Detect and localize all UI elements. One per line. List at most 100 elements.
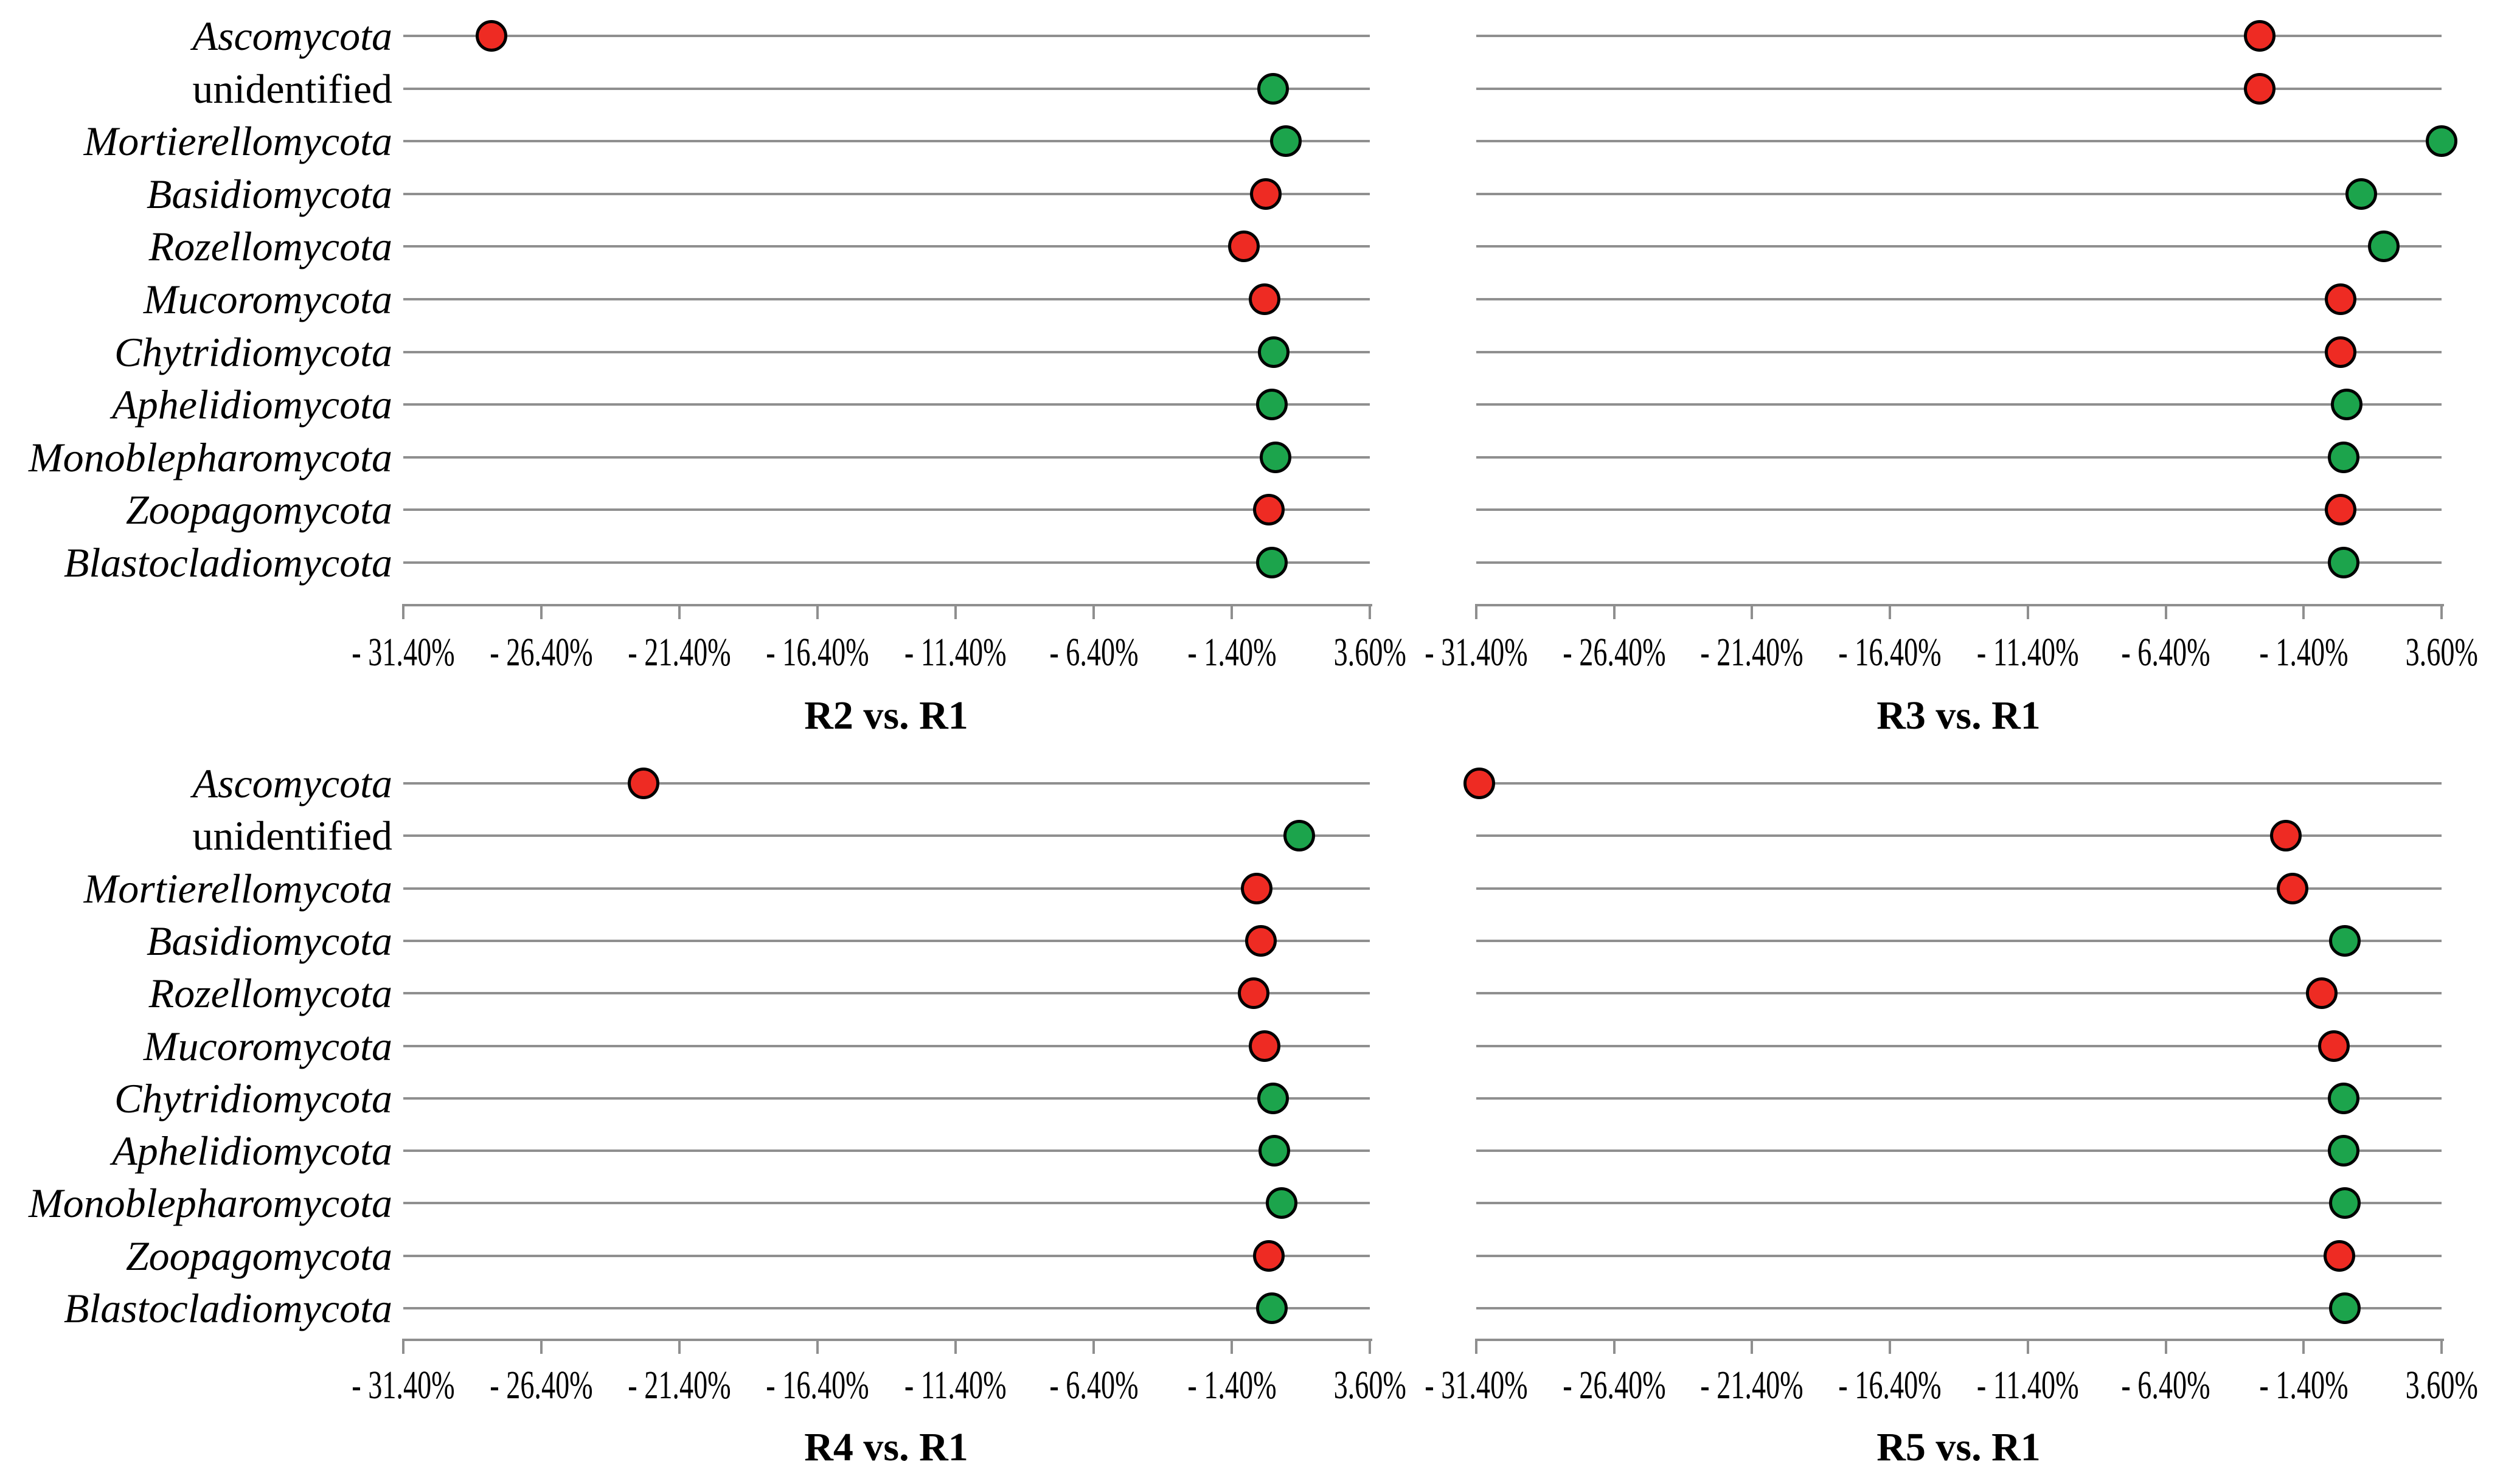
data-point-decrease bbox=[2318, 1030, 2350, 1062]
x-axis-tick-label-text: - 1.40% bbox=[1187, 630, 1277, 674]
x-axis-tick-label: - 21.40% bbox=[1661, 628, 1843, 677]
x-axis-tick-label: - 31.40% bbox=[312, 628, 495, 677]
x-axis-tick-label-text: - 21.40% bbox=[628, 1363, 731, 1407]
data-point-decrease bbox=[1248, 283, 1280, 315]
row-gridline bbox=[1476, 192, 2442, 195]
x-axis-tick-label-text: - 31.40% bbox=[1425, 1363, 1528, 1407]
x-axis-tick bbox=[2302, 604, 2305, 619]
row-gridline bbox=[403, 1097, 1370, 1100]
data-point-decrease bbox=[1253, 494, 1285, 526]
x-axis-tick-label-text: - 6.40% bbox=[2121, 1363, 2210, 1407]
category-label: Rozellomycota bbox=[148, 223, 392, 270]
panel-title: R5 vs. R1 bbox=[1876, 1425, 2041, 1469]
row-gridline bbox=[403, 834, 1370, 837]
row-gridline bbox=[1476, 561, 2442, 564]
x-axis-line bbox=[1476, 604, 2444, 606]
data-point-decrease bbox=[2305, 977, 2338, 1010]
row-gridline bbox=[1476, 834, 2442, 837]
category-label: unidentified bbox=[192, 65, 392, 112]
data-point-decrease bbox=[1245, 924, 1277, 957]
row-gridline bbox=[403, 992, 1370, 995]
row-gridline bbox=[403, 782, 1370, 785]
category-label: Mortierellomycota bbox=[83, 118, 392, 165]
x-axis-tick-label-text: - 26.40% bbox=[490, 1363, 593, 1407]
category-label: Rozellomycota bbox=[148, 970, 392, 1017]
category-label: Blastocladiomycota bbox=[63, 539, 392, 586]
x-axis-tick-label-text: - 16.40% bbox=[766, 630, 869, 674]
x-axis-tick-label: 3.60% bbox=[2350, 628, 2503, 677]
x-axis-tick-label-text: - 31.40% bbox=[352, 1363, 455, 1407]
x-axis-tick-label-text: - 11.40% bbox=[1977, 630, 2079, 674]
category-label: Aphelidiomycota bbox=[112, 381, 392, 428]
data-point-decrease bbox=[1238, 977, 1270, 1010]
row-gridline bbox=[1476, 140, 2442, 143]
x-axis-tick-label: - 16.40% bbox=[726, 1361, 909, 1410]
x-axis-tick bbox=[1751, 604, 1754, 619]
x-axis-tick bbox=[1889, 1339, 1892, 1354]
x-axis-tick-label-text: - 16.40% bbox=[1838, 630, 1942, 674]
data-point-decrease bbox=[1463, 768, 1495, 799]
row-gridline bbox=[1476, 87, 2442, 90]
x-axis-tick bbox=[1889, 604, 1892, 619]
x-axis-tick bbox=[1475, 604, 1477, 619]
row-gridline bbox=[1476, 35, 2442, 37]
row-gridline bbox=[1476, 245, 2442, 248]
category-label: Monoblepharomycota bbox=[28, 434, 392, 480]
data-point-decrease bbox=[2325, 494, 2357, 526]
data-point-decrease bbox=[476, 20, 508, 52]
row-gridline bbox=[1476, 456, 2442, 459]
data-point-increase bbox=[2328, 547, 2360, 578]
x-axis-tick-label: - 6.40% bbox=[2075, 628, 2257, 677]
category-label: Mortierellomycota bbox=[83, 865, 392, 912]
x-axis-tick-label-text: 3.60% bbox=[1333, 1363, 1406, 1407]
data-point-increase bbox=[2367, 231, 2400, 263]
x-axis-tick bbox=[2302, 1339, 2305, 1354]
data-point-decrease bbox=[1253, 1240, 1285, 1272]
data-point-increase bbox=[2329, 1187, 2361, 1219]
x-axis-tick-label: - 6.40% bbox=[2075, 1361, 2257, 1410]
row-gridline bbox=[403, 87, 1370, 90]
x-axis-tick bbox=[1613, 604, 1616, 619]
data-point-increase bbox=[2328, 1082, 2360, 1114]
data-point-increase bbox=[2329, 924, 2361, 957]
x-axis-tick bbox=[2026, 1339, 2029, 1354]
category-label: Chytridiomycota bbox=[114, 328, 392, 375]
category-label: unidentified bbox=[192, 813, 392, 859]
x-axis-tick-label-text: - 21.40% bbox=[1700, 630, 1804, 674]
data-point-increase bbox=[1257, 1082, 1290, 1114]
row-gridline bbox=[1476, 992, 2442, 995]
x-axis-tick bbox=[2026, 604, 2029, 619]
x-axis-tick-label-text: - 26.40% bbox=[490, 630, 593, 674]
row-gridline bbox=[403, 1202, 1370, 1205]
category-label: Basidiomycota bbox=[146, 917, 392, 964]
x-axis-tick bbox=[816, 1339, 819, 1354]
x-axis-tick bbox=[954, 604, 957, 619]
data-point-increase bbox=[2345, 178, 2377, 210]
data-point-decrease bbox=[627, 768, 659, 799]
data-point-decrease bbox=[2277, 872, 2309, 904]
x-axis-line bbox=[403, 1339, 1372, 1341]
x-axis-tick-label-text: - 11.40% bbox=[904, 1363, 1007, 1407]
row-gridline bbox=[403, 561, 1370, 564]
row-gridline bbox=[1476, 1044, 2442, 1047]
x-axis-tick bbox=[678, 1339, 681, 1354]
category-label: Chytridiomycota bbox=[114, 1075, 392, 1122]
row-gridline bbox=[1476, 1097, 2442, 1100]
x-axis-tick-label: 3.60% bbox=[1279, 628, 1461, 677]
x-axis-tick bbox=[1475, 1339, 1477, 1354]
data-point-increase bbox=[2426, 125, 2457, 158]
x-axis-tick-label-text: - 16.40% bbox=[766, 1363, 869, 1407]
row-gridline bbox=[1476, 1307, 2442, 1309]
x-axis-tick-label: - 11.40% bbox=[864, 1361, 1047, 1410]
data-point-increase bbox=[2329, 1292, 2361, 1324]
x-axis-tick bbox=[1231, 1339, 1233, 1354]
row-gridline bbox=[403, 140, 1370, 143]
x-axis-tick-label: - 1.40% bbox=[1140, 628, 1323, 677]
row-gridline bbox=[1476, 298, 2442, 300]
x-axis-tick-label-text: - 31.40% bbox=[352, 630, 455, 674]
x-axis-tick-label: - 16.40% bbox=[1799, 628, 1981, 677]
data-point-increase bbox=[1283, 820, 1316, 852]
x-axis-line bbox=[1476, 1339, 2444, 1341]
